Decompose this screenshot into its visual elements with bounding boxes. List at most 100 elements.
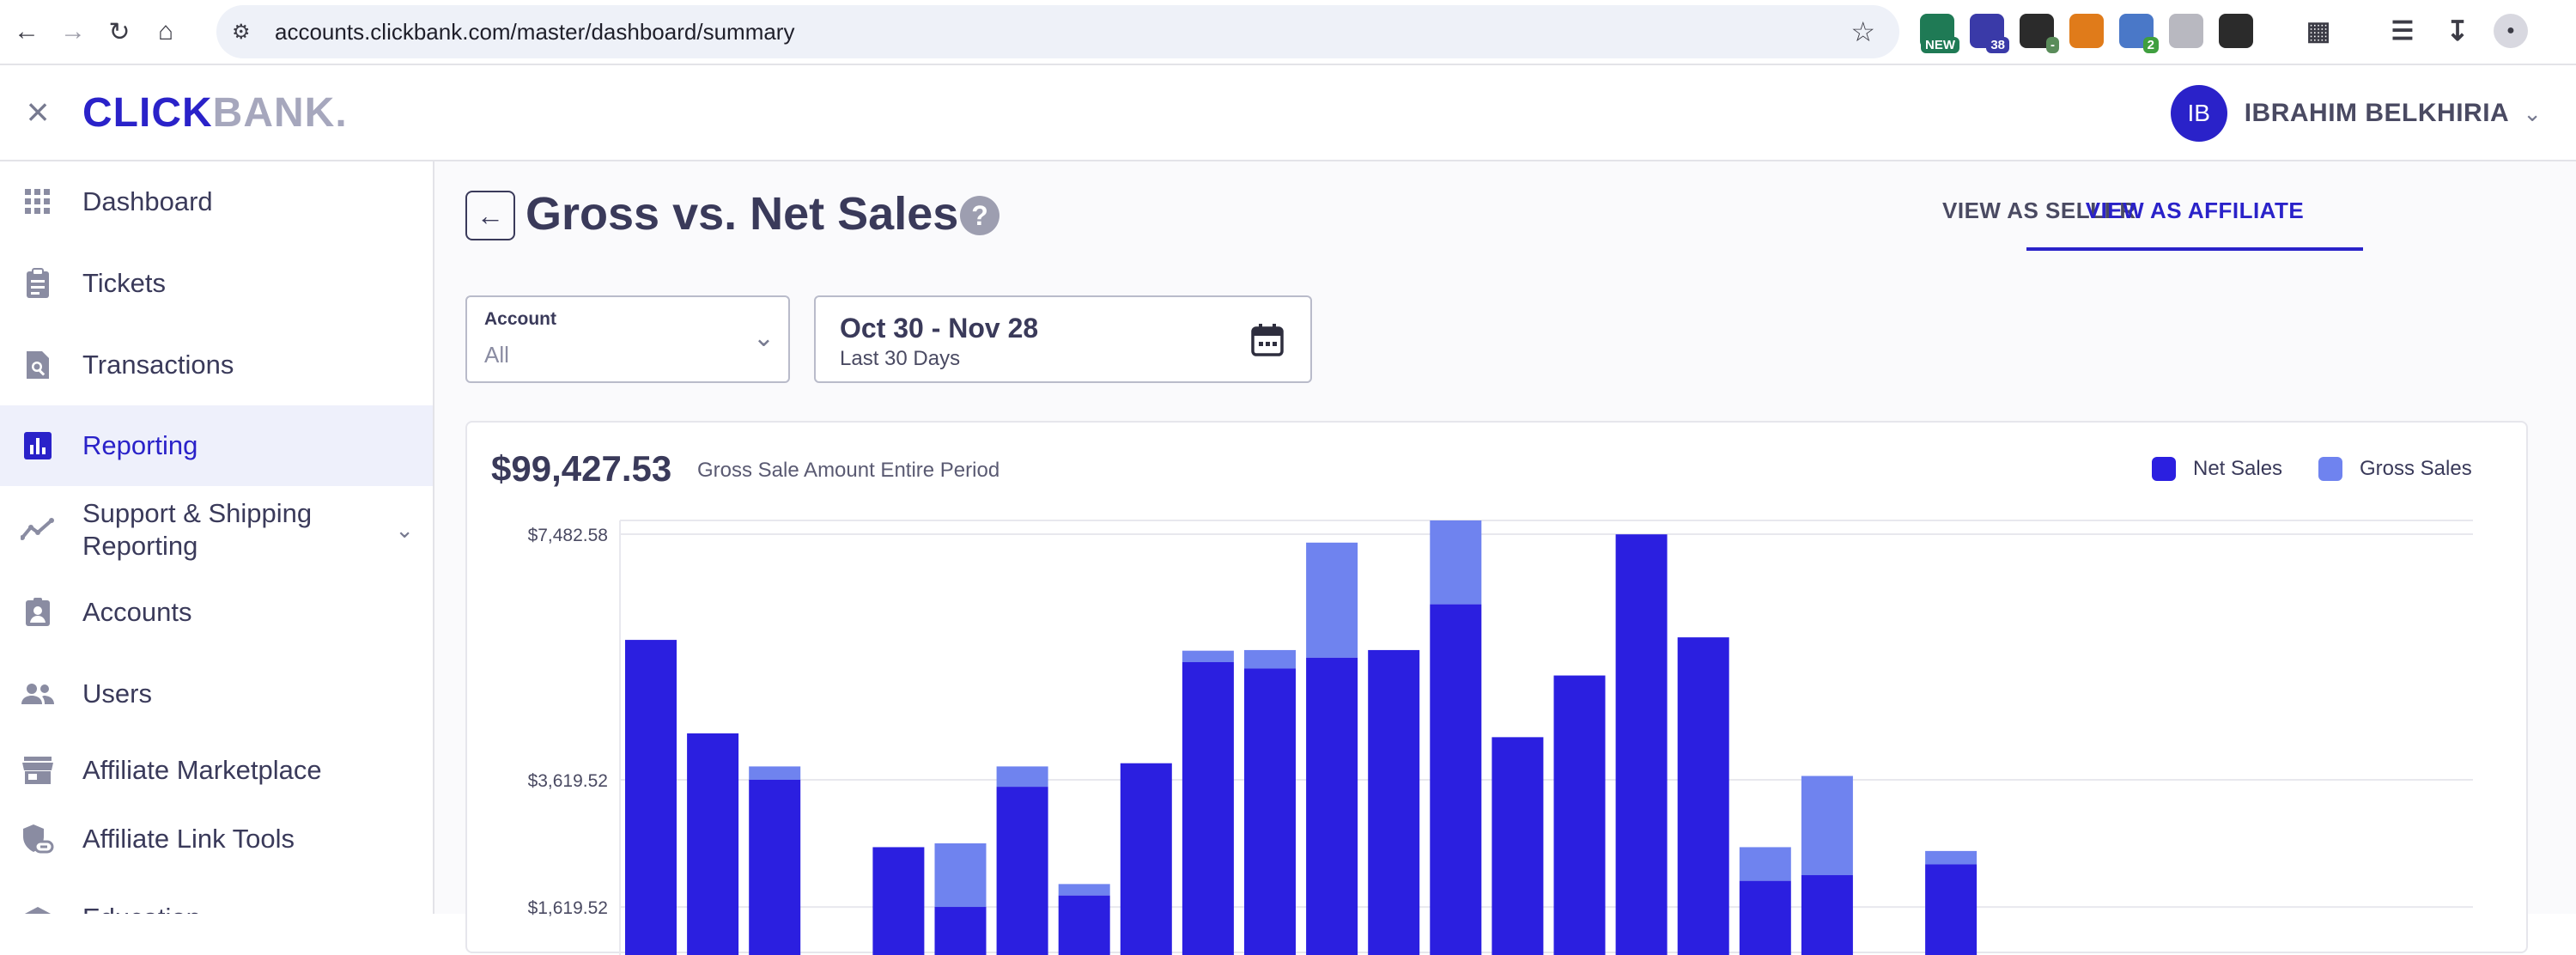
clickbank-logo[interactable]: CLICKBANK. xyxy=(82,89,348,137)
extension-badge: - xyxy=(2046,37,2059,53)
help-icon[interactable]: ? xyxy=(960,196,999,235)
net-bar xyxy=(872,847,925,955)
gross-bar xyxy=(1306,542,1358,658)
close-icon[interactable]: × xyxy=(26,89,50,134)
media-queue-icon[interactable]: ☰ xyxy=(2391,16,2415,46)
user-menu[interactable]: IB IBRAHIM BELKHIRIA ⌄ xyxy=(2170,84,2542,143)
grid-icon xyxy=(21,185,55,219)
tab-view-as-seller[interactable]: VIEW AS SELLER xyxy=(1942,198,2136,223)
page-title: Gross vs. Net Sales xyxy=(526,188,959,240)
clipboard-icon xyxy=(21,266,55,301)
sidebar-item-reporting[interactable]: Reporting xyxy=(0,405,433,486)
legend-net-sales[interactable]: Net Sales xyxy=(2152,457,2282,481)
gross-bar xyxy=(1739,847,1791,881)
extension-badge: 2 xyxy=(2142,37,2159,53)
date-range-picker[interactable]: Oct 30 - Nov 28 Last 30 Days xyxy=(814,295,1312,383)
gross-net-chart-card: $99,427.53 Gross Sale Amount Entire Peri… xyxy=(465,421,2528,955)
shield-link-icon xyxy=(21,822,55,856)
extension-badge: 38 xyxy=(1986,37,2009,53)
stacked-bar-chart: $7,482.58 $3,619.52 $1,619.52 xyxy=(528,520,2473,955)
sidebar-item-affiliate-marketplace[interactable]: Affiliate Marketplace xyxy=(0,730,433,811)
net-bar xyxy=(625,640,677,955)
net-bar xyxy=(996,787,1048,955)
pen-tool-extension-icon[interactable]: - xyxy=(2020,14,2059,53)
sidebar-item-affiliate-link-tools[interactable]: Affiliate Link Tools xyxy=(0,799,433,879)
chevron-down-icon: ⌄ xyxy=(752,324,775,352)
profile-avatar-icon[interactable]: ● xyxy=(2494,14,2528,48)
main-content: ← Gross vs. Net Sales ? VIEW AS SELLER V… xyxy=(434,161,2576,955)
download-icon[interactable]: ↧ xyxy=(2445,15,2470,46)
account-value: All xyxy=(484,342,509,368)
net-bar xyxy=(1430,604,1482,955)
legend-swatch-net xyxy=(2152,457,2176,481)
sidebar-item-label: Tickets xyxy=(82,268,167,298)
bar-chart-icon xyxy=(21,429,55,463)
gross-total-caption: Gross Sale Amount Entire Period xyxy=(697,459,1000,482)
gross-bar xyxy=(749,766,801,780)
sidebar-item-label: Affiliate Link Tools xyxy=(82,824,295,854)
legend-label: Net Sales xyxy=(2193,457,2283,480)
sidebar-item-label: Affiliate Marketplace xyxy=(82,755,322,785)
logo-dot: . xyxy=(335,90,348,136)
puzzle-extensions-icon[interactable]: ▦ xyxy=(2306,16,2331,46)
back-button[interactable]: ← xyxy=(465,191,515,240)
forward-arrow-icon[interactable]: → xyxy=(60,17,86,46)
calendar-icon[interactable] xyxy=(1250,323,1285,357)
net-bar xyxy=(1492,737,1544,955)
document-search-icon xyxy=(21,348,55,382)
legend-swatch-gross xyxy=(2318,457,2342,481)
net-bar xyxy=(1244,668,1296,955)
sidebar-item-label: Dashboard xyxy=(82,186,213,216)
net-bar xyxy=(687,733,739,955)
back-arrow-icon: ← xyxy=(477,199,504,231)
sidebar-item-education[interactable]: Education xyxy=(0,878,433,914)
account-select[interactable]: Account All ⌄ xyxy=(465,295,790,383)
legend-gross-sales[interactable]: Gross Sales xyxy=(2318,457,2472,481)
sidebar-item-transactions[interactable]: Transactions xyxy=(0,325,433,405)
education-icon xyxy=(21,901,55,914)
avatar: IB xyxy=(2170,85,2227,142)
net-bar xyxy=(1120,763,1172,955)
gross-bar xyxy=(996,766,1048,788)
id-card-icon xyxy=(21,595,55,630)
legend-label: Gross Sales xyxy=(2360,457,2472,480)
chevron-down-icon[interactable]: ⌄ xyxy=(395,516,414,543)
gross-bar xyxy=(1182,650,1234,663)
code-extension-icon[interactable]: 2 xyxy=(2119,14,2159,53)
net-bar xyxy=(1553,675,1606,955)
graduation-cap-extension-icon[interactable]: 38 xyxy=(1970,14,2009,53)
sidebar: Dashboard Tickets Transactions Reporting… xyxy=(0,161,434,914)
sidebar-item-dashboard[interactable]: Dashboard xyxy=(0,161,433,242)
sidebar-item-users[interactable]: Users xyxy=(0,654,433,734)
writing-extension-icon[interactable] xyxy=(2219,14,2253,48)
gross-bar xyxy=(1058,884,1110,896)
y-tick-label: $3,619.52 xyxy=(528,771,608,791)
net-bar xyxy=(1182,662,1234,955)
net-bar xyxy=(1615,534,1668,955)
home-icon[interactable]: ⌂ xyxy=(157,17,174,46)
fox-extension-icon[interactable] xyxy=(2069,14,2104,48)
address-bar[interactable]: ⚙ accounts.clickbank.com/master/dashboar… xyxy=(216,5,1899,58)
browser-toolbar: ← → ↻ ⌂ ⚙ accounts.clickbank.com/master/… xyxy=(0,0,2576,65)
site-settings-icon[interactable]: ⚙ xyxy=(232,20,251,44)
sidebar-item-label: Users xyxy=(82,678,152,709)
sidebar-item-support-shipping-reporting[interactable]: Support & Shipping Reporting ⌄ xyxy=(0,490,433,570)
y-tick-label: $1,619.52 xyxy=(528,898,608,918)
new-extension-icon[interactable]: NEW xyxy=(1920,14,1959,53)
logo-bank-text: BANK xyxy=(212,90,336,136)
sidebar-item-tickets[interactable]: Tickets xyxy=(0,243,433,324)
net-bar xyxy=(1739,880,1791,955)
tab-view-as-affiliate[interactable]: VIEW AS AFFILIATE xyxy=(2026,198,2363,251)
bookmark-star-icon[interactable]: ☆ xyxy=(1850,16,1875,47)
date-range-preset: Last 30 Days xyxy=(840,347,961,370)
back-arrow-icon[interactable]: ← xyxy=(14,17,39,46)
triangle-extension-icon[interactable] xyxy=(2169,14,2203,48)
net-bar xyxy=(1677,637,1729,955)
reload-icon[interactable]: ↻ xyxy=(108,17,131,46)
net-bar xyxy=(1306,657,1358,955)
net-bar xyxy=(1925,864,1978,955)
sidebar-item-accounts[interactable]: Accounts xyxy=(0,572,433,653)
net-bar xyxy=(749,779,801,955)
sidebar-item-label: Reporting xyxy=(82,430,198,460)
gross-bar xyxy=(1430,520,1482,605)
